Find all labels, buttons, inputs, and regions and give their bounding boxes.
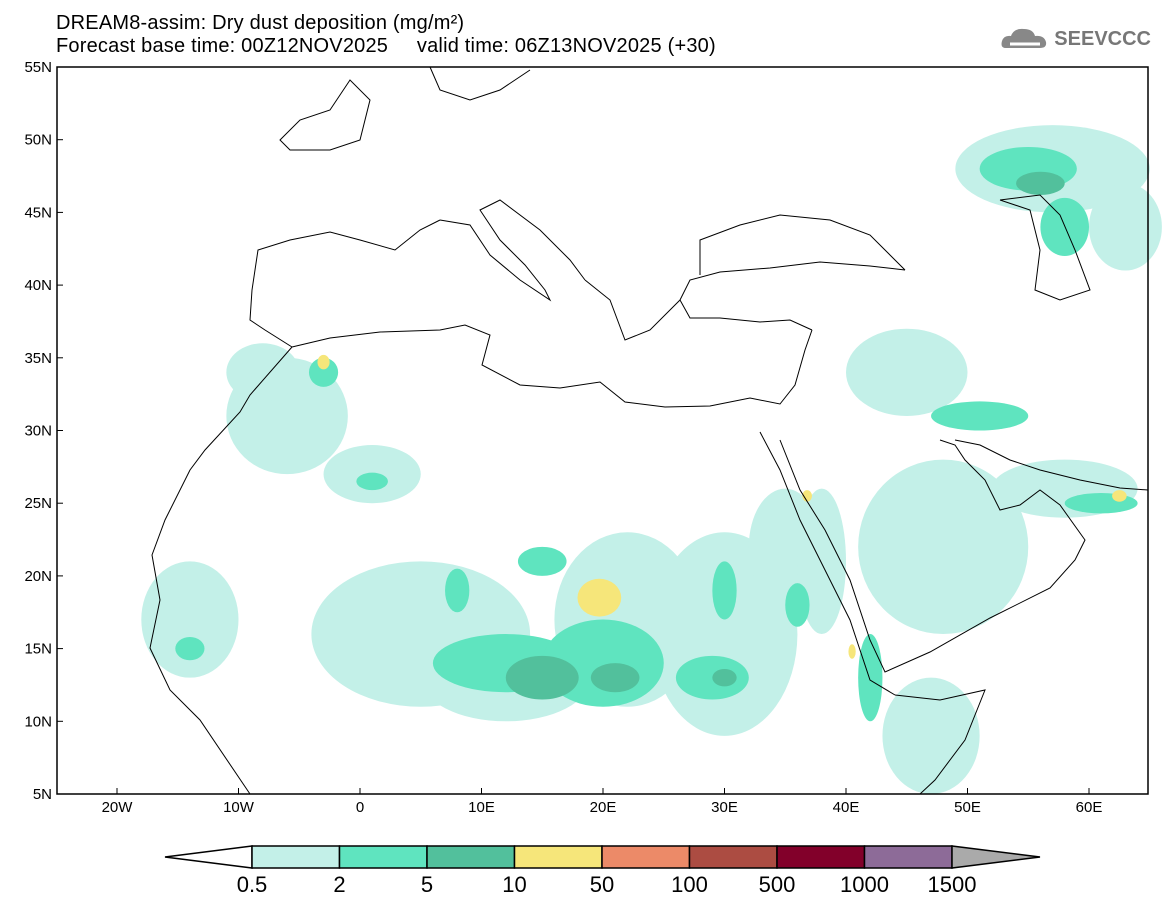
colorbar-label: 2 [333,872,345,897]
africa-coast [149,346,293,795]
dust-contour [846,328,968,416]
colorbar-label: 1500 [928,872,977,897]
britain-coast [279,79,371,151]
colorbar-bin [688,845,778,869]
seevccc-logo: SEEVCCC [1000,26,1151,52]
dust-contour [317,354,330,370]
lon-label: 30E [711,799,738,816]
axis-ticks: 55N 50N 45N 40N 35N 30N 25N 20N 15N 10N 5N 20W 10W 0 1… [24,59,1102,816]
dust-contour [175,636,205,661]
dust-contour [785,583,810,627]
lat-label: 10N [24,713,52,730]
colorbar-label: 50 [590,872,614,897]
lat-label: 40N [24,277,52,294]
dust-contour [226,343,300,402]
map-title: DREAM8-assim: Dry dust deposition (mg/m²… [56,12,465,34]
colorbar-bin [863,845,953,869]
lon-label: 50E [954,799,981,816]
dust-contour [356,472,388,491]
dust-contour [141,561,239,678]
dust-contour [712,561,737,620]
caspian-coast [999,194,1091,301]
black-sea-coast [699,214,906,275]
dust-contour [1112,490,1127,502]
lat-label: 55N [24,59,52,76]
colorbar-bin [513,845,603,869]
dust-contour [882,677,980,795]
lon-label: 10E [468,799,495,816]
dust-contour [505,655,579,700]
dust-contour [517,546,567,576]
colorbar-label: 100 [671,872,708,897]
scandinavia-coast [429,66,531,101]
dust-contour [802,490,812,502]
colorbar-label: 10 [502,872,526,897]
turkey-coast [679,261,906,331]
arabia-coast [779,439,1086,673]
dust-contour [445,568,470,613]
lon-label: 20E [590,799,617,816]
colorbar-bin [426,845,516,869]
colorbar-bin [251,845,341,869]
coastlines [149,66,1149,795]
colorbar-bin [338,845,428,869]
colorbar-over-arrow [951,845,1041,869]
colorbar-label: 0.5 [237,872,268,897]
dust-contour [858,459,1029,635]
colorbar-label: 1000 [840,872,889,897]
north-africa-coast [291,324,813,408]
dust-contour [797,488,846,635]
iberia-coast [249,219,441,348]
lat-label: 5N [33,786,52,803]
dust-contour [308,357,339,387]
dust-contour [1016,171,1065,195]
lon-label: 0 [356,799,364,816]
dust-contour [590,663,640,693]
dust-contour [931,401,1029,431]
lat-label: 35N [24,350,52,367]
horn-coast [894,689,986,795]
lon-label: 60E [1076,799,1103,816]
greece-coast [584,279,681,341]
colorbar-bin [776,845,866,869]
lon-label: 20W [102,799,134,816]
iran-coast [954,439,1149,491]
dust-deposition-field [141,125,1162,795]
dust-contour [577,578,622,617]
logo-text: SEEVCCC [1054,27,1151,50]
dust-contour [858,634,883,722]
colorbar: 0.5 2 5 10 50 100 500 1000 1500 [164,845,1041,897]
map-subtitle: Forecast base time: 00Z12NOV2025 valid t… [56,35,716,57]
cloud-icon [1001,28,1047,48]
lat-label: 25N [24,495,52,512]
lon-label: 10W [223,799,255,816]
colorbar-under-arrow [164,845,253,869]
lat-label: 20N [24,568,52,585]
colorbar-label: 5 [421,872,433,897]
lat-label: 15N [24,641,52,658]
italy-coast [439,199,586,302]
dust-contour [712,668,737,687]
dust-contour [848,644,856,659]
colorbar-label: 500 [759,872,796,897]
lat-label: 30N [24,423,52,440]
dust-contour [1089,183,1162,271]
red-sea-west [759,431,896,696]
colorbar-bin [601,845,691,869]
dust-contour [675,655,749,700]
lat-label: 50N [24,132,52,149]
dust-contour [1064,493,1138,514]
lon-label: 40E [833,799,860,816]
lat-label: 45N [24,204,52,221]
